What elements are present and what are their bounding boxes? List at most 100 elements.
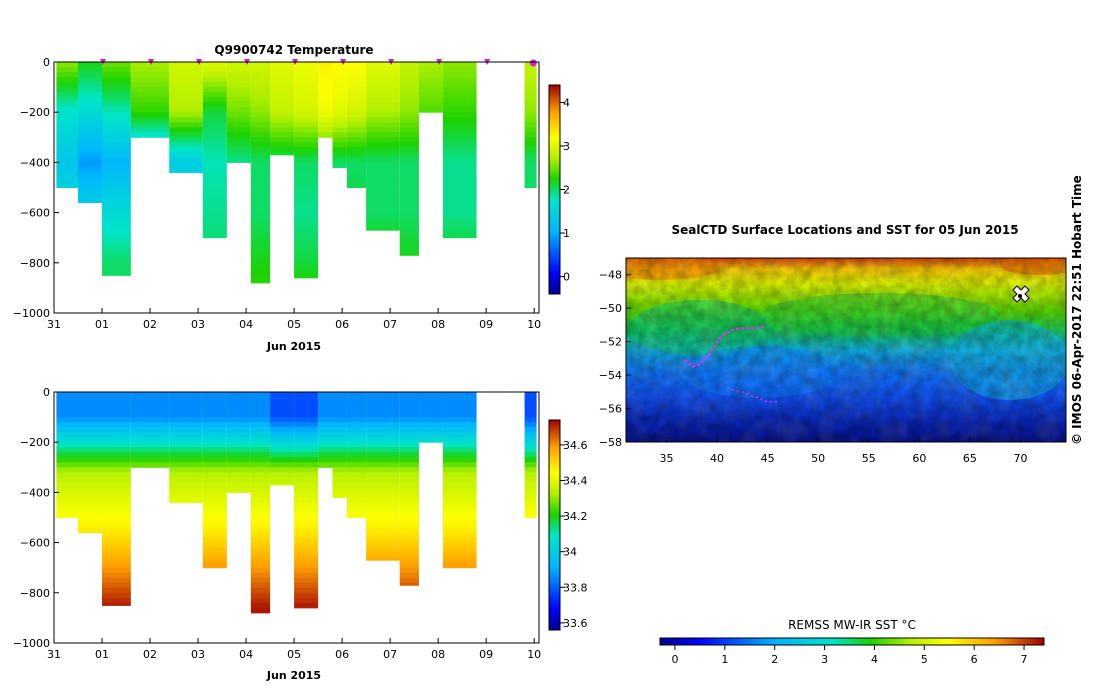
temperature-cell: [294, 97, 319, 103]
salinity-cell: [332, 422, 347, 428]
temperature-cell: [78, 132, 103, 138]
temperature-cell: [250, 102, 271, 108]
temperature-cell: [366, 227, 400, 231]
temperature-cell: [318, 117, 333, 123]
salinity-cell: [202, 532, 227, 539]
temperature-cell: [524, 67, 537, 73]
map-y-tick-label: −58: [599, 436, 622, 449]
salinity-cell: [250, 572, 271, 579]
temperature-cell: [102, 177, 131, 183]
temperature-cell: [202, 227, 227, 234]
sst-colorbar-label: REMSS MW-IR SST °C: [788, 618, 916, 632]
salinity-cell: [78, 527, 103, 534]
salinity-cell: [169, 412, 203, 418]
salinity-cell: [442, 497, 477, 503]
salinity-cell: [102, 432, 131, 438]
temperature-cell: [318, 72, 333, 78]
temperature-cell: [366, 202, 400, 209]
salinity-cell: [226, 487, 251, 493]
temperature-cell: [399, 232, 419, 239]
temperature-cell: [56, 72, 79, 78]
colorbar-tick-label: 33.6: [563, 617, 588, 630]
temperature-cell: [250, 267, 271, 274]
salinity-cell: [294, 437, 319, 443]
salinity-cell: [294, 442, 319, 448]
salinity-cell: [202, 497, 227, 503]
salinity-cell: [294, 432, 319, 438]
salinity-cell: [270, 447, 295, 453]
temperature-cell: [399, 72, 419, 78]
temperature-cell: [202, 177, 227, 183]
temperature-cell: [56, 97, 79, 103]
salinity-cell: [524, 427, 537, 433]
salinity-cell: [399, 497, 419, 503]
salinity-cell: [294, 497, 319, 503]
salinity-cell: [346, 427, 367, 433]
x-tick-label: 04: [239, 318, 253, 331]
temperature-cell: [78, 177, 103, 183]
temperature-cell: [56, 107, 79, 113]
temperature-cell: [130, 62, 170, 68]
temperature-cell: [169, 137, 203, 143]
temperature-cell: [524, 157, 537, 163]
temperature-cell: [169, 122, 203, 128]
temperature-cell: [524, 72, 537, 78]
temperature-cell: [346, 147, 367, 153]
salinity-cell: [418, 437, 443, 443]
salinity-cell: [442, 457, 477, 463]
salinity-cell: [442, 547, 477, 554]
temperature-cell: [294, 132, 319, 138]
salinity-cell: [102, 507, 131, 513]
y-tick-label: 0: [43, 386, 50, 399]
temperature-cell: [346, 117, 367, 123]
temperature-cell: [366, 87, 400, 93]
salinity-cell: [366, 467, 400, 473]
temperature-cell: [442, 107, 477, 113]
salinity-cell: [524, 502, 537, 508]
temperature-cell: [294, 217, 319, 224]
salinity-cell: [270, 477, 295, 483]
salinity-profile: [270, 392, 295, 486]
salinity-cell: [294, 397, 319, 403]
colorbar-tick-label: 34: [563, 546, 577, 559]
temperature-cell: [270, 127, 295, 133]
temperature-cell: [366, 167, 400, 173]
temperature-cell: [250, 277, 271, 284]
salinity-cell: [399, 562, 419, 569]
sst-colorbar-tick-label: 2: [771, 653, 778, 666]
salinity-cell: [102, 462, 131, 468]
temperature-cell: [250, 242, 271, 249]
temperature-cell: [442, 157, 477, 163]
salinity-cell: [102, 517, 131, 524]
salinity-cell: [346, 477, 367, 483]
temperature-cell: [399, 82, 419, 88]
temperature-cell: [399, 117, 419, 123]
map-x-tick-label: 35: [659, 452, 673, 465]
salinity-cell: [202, 562, 227, 569]
salinity-cell: [366, 492, 400, 498]
salinity-cell: [270, 422, 295, 428]
salinity-cell: [366, 542, 400, 549]
salinity-cell: [202, 432, 227, 438]
salinity-cell: [442, 552, 477, 559]
temperature-cell: [442, 192, 477, 199]
salinity-cell: [226, 477, 251, 483]
salinity-cell: [226, 407, 251, 413]
temperature-cell: [399, 127, 419, 133]
salinity-cell: [202, 537, 227, 544]
salinity-cell: [202, 542, 227, 549]
temperature-cell: [318, 97, 333, 103]
temperature-cell: [442, 112, 477, 118]
temperature-cell: [294, 167, 319, 173]
salinity-cell: [346, 412, 367, 418]
temperature-cell: [78, 82, 103, 88]
temperature-cell: [169, 72, 203, 78]
temperature-cell: [78, 92, 103, 98]
x-tick-label: 10: [527, 318, 541, 331]
x-tick-label: 05: [287, 648, 301, 661]
temperature-cell: [56, 132, 79, 138]
temperature-cell: [332, 137, 347, 143]
salinity-cell: [202, 477, 227, 483]
temperature-cell: [270, 82, 295, 88]
temperature-cell: [270, 137, 295, 143]
